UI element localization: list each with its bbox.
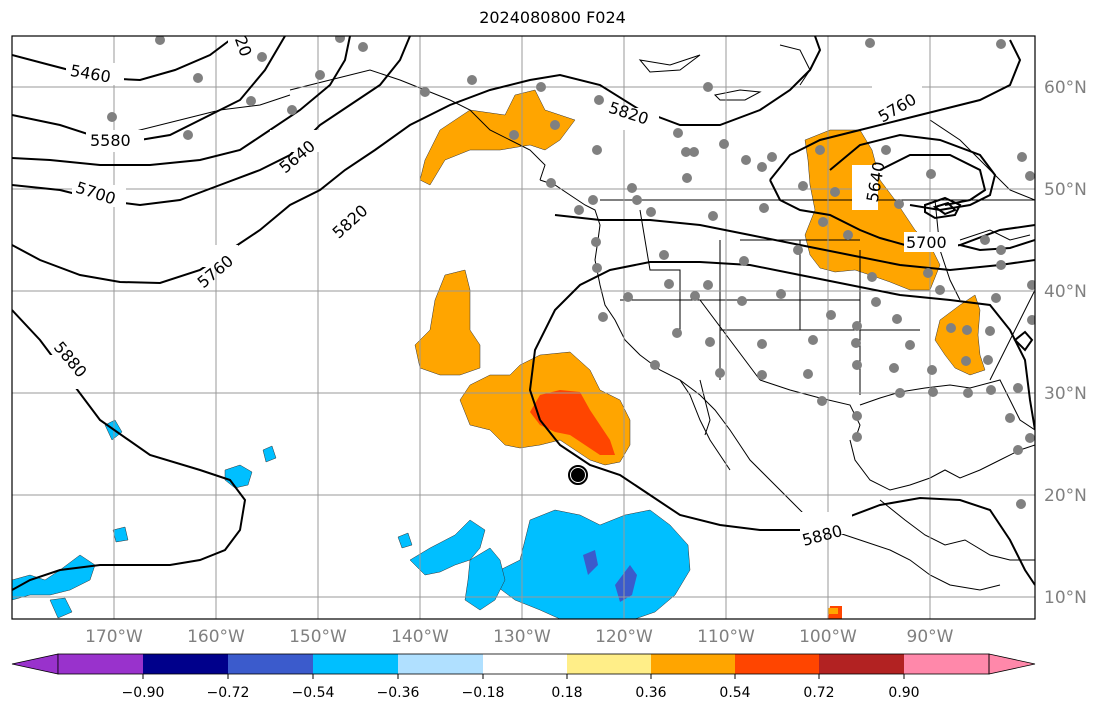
colorbar-tick-label: −0.36	[377, 685, 420, 701]
contour-label: 5700	[906, 233, 947, 252]
longitude-labels: 170°W 160°W 150°W 140°W 130°W 120°W 110°…	[85, 627, 954, 647]
lon-label: 130°W	[493, 627, 551, 647]
lat-label: 60°N	[1044, 78, 1087, 98]
lon-label: 120°W	[595, 627, 653, 647]
colorbar-swatch	[483, 654, 567, 674]
latitude-labels: 60°N 50°N 40°N 30°N 20°N 10°N	[1044, 78, 1087, 608]
colorbar-tick-label: 0.90	[888, 685, 919, 701]
negative-shading	[12, 419, 691, 619]
station-dots	[107, 36, 1035, 509]
contour-label: 5580	[90, 131, 131, 150]
colorbar-swatch	[398, 654, 483, 674]
colorbar: −0.90 −0.72 −0.54 −0.36 −0.18 0.18 0.36 …	[11, 653, 1036, 701]
colorbar-swatch	[567, 654, 651, 674]
lon-label: 140°W	[391, 627, 449, 647]
colorbar-tick-label: −0.90	[122, 685, 165, 701]
colorbar-ticks	[142, 674, 905, 679]
lon-label: 170°W	[85, 627, 143, 647]
colorbar-swatch	[58, 654, 143, 674]
colorbar-tick-label: −0.72	[207, 685, 250, 701]
colorbar-swatch	[904, 654, 989, 674]
colorbar-tick-label: −0.54	[292, 685, 335, 701]
colorbar-swatch	[819, 654, 904, 674]
map-frame	[11, 35, 1036, 620]
colorbar-tick-label: 0.54	[719, 685, 750, 701]
lat-label: 10°N	[1044, 588, 1087, 608]
colorbar-swatch	[228, 654, 313, 674]
lat-label: 30°N	[1044, 384, 1087, 404]
colorbar-tick-label: 0.72	[803, 685, 834, 701]
colorbar-tick-label: 0.18	[551, 685, 582, 701]
colorbar-tick-label: 0.36	[635, 685, 666, 701]
colorbar-swatch	[735, 654, 819, 674]
lon-label: 150°W	[289, 627, 347, 647]
colorbar-swatch	[143, 654, 228, 674]
lat-label: 50°N	[1044, 180, 1087, 200]
lon-label: 100°W	[799, 627, 857, 647]
lat-label: 20°N	[1044, 486, 1087, 506]
colorbar-swatch	[651, 654, 735, 674]
lon-label: 160°W	[187, 627, 245, 647]
colorbar-outline	[57, 653, 990, 675]
map-title: 2024080800 F024	[479, 8, 626, 27]
colorbar-extend-high	[988, 653, 1036, 675]
lon-label: 110°W	[697, 627, 755, 647]
colorbar-tick-label: −0.18	[462, 685, 505, 701]
lon-label: 90°W	[907, 627, 954, 647]
colorbar-swatch	[313, 654, 398, 674]
colorbar-extend-low	[11, 653, 59, 675]
lat-label: 40°N	[1044, 282, 1087, 302]
coastlines	[99, 44, 1035, 591]
